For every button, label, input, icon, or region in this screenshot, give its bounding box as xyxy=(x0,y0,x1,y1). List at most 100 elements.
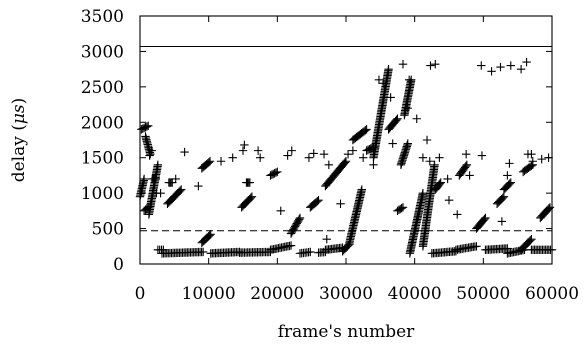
data-point xyxy=(496,62,505,72)
data-point xyxy=(374,75,384,84)
data-point xyxy=(295,213,305,223)
y-tick-label: 500 xyxy=(92,220,124,240)
data-point xyxy=(204,158,214,167)
data-point xyxy=(462,160,472,169)
data-point xyxy=(322,235,331,244)
data-point xyxy=(477,151,487,160)
data-point xyxy=(139,174,149,184)
data-point xyxy=(412,114,421,123)
data-point xyxy=(403,139,412,148)
data-point xyxy=(526,236,535,245)
data-point xyxy=(228,153,237,162)
x-tick-label: 20000 xyxy=(250,284,304,304)
data-point xyxy=(319,149,329,159)
data-point xyxy=(238,146,248,155)
data-point xyxy=(465,171,474,180)
data-point xyxy=(545,203,555,212)
y-tick-label: 3000 xyxy=(81,42,124,62)
data-point xyxy=(430,160,439,169)
data-point xyxy=(527,161,536,171)
y-tick-label: 2500 xyxy=(81,78,124,98)
data-point xyxy=(453,210,462,219)
data-point xyxy=(503,171,512,180)
data-point xyxy=(147,146,156,155)
data-point xyxy=(386,93,395,102)
data-point xyxy=(336,199,345,208)
data-point xyxy=(393,114,402,123)
y-axis-label: delay (μs) xyxy=(9,98,29,183)
data-point xyxy=(204,232,213,241)
data-point xyxy=(341,157,351,166)
data-point xyxy=(537,154,546,164)
data-point xyxy=(245,178,255,187)
data-point xyxy=(168,178,177,187)
data-point xyxy=(477,61,486,70)
data-point xyxy=(527,235,536,244)
data-point xyxy=(286,241,296,250)
data-point xyxy=(156,188,165,198)
data-point xyxy=(144,121,153,131)
data-point xyxy=(497,217,507,226)
data-point xyxy=(362,125,371,134)
data-point xyxy=(392,115,401,125)
x-tick-label: 60000 xyxy=(525,284,579,304)
y-tick-label: 2000 xyxy=(81,113,124,133)
data-point xyxy=(309,149,318,158)
x-tick-label: 30000 xyxy=(319,284,373,304)
data-point xyxy=(404,75,414,84)
data-point xyxy=(388,139,397,148)
y-tick-label: 1000 xyxy=(81,184,124,204)
data-point xyxy=(343,149,353,159)
y-tick-label: 0 xyxy=(113,255,124,275)
data-point xyxy=(480,214,489,224)
x-tick-label: 0 xyxy=(135,284,146,304)
data-point xyxy=(384,64,393,74)
data-point xyxy=(175,186,185,195)
data-point xyxy=(171,174,180,184)
plot-area xyxy=(135,45,557,258)
data-point xyxy=(461,149,471,159)
data-point xyxy=(180,147,189,157)
data-point xyxy=(398,203,408,212)
data-point xyxy=(340,158,350,167)
data-point xyxy=(153,160,163,169)
data-point xyxy=(273,167,282,177)
data-point xyxy=(216,157,226,166)
data-point xyxy=(361,126,370,135)
data-point xyxy=(522,57,531,67)
data-point xyxy=(145,151,154,160)
data-point xyxy=(255,153,265,162)
data-point xyxy=(398,59,408,69)
data-point xyxy=(435,179,445,188)
data-point xyxy=(397,204,406,213)
data-point xyxy=(206,230,215,239)
data-point xyxy=(151,174,160,184)
data-point xyxy=(506,178,515,187)
data-point xyxy=(306,247,315,257)
data-point xyxy=(177,185,186,194)
data-point xyxy=(194,181,203,191)
data-point xyxy=(304,153,314,162)
x-tick-label: 50000 xyxy=(456,284,510,304)
data-point xyxy=(499,192,509,201)
data-point xyxy=(444,196,454,205)
axes: 0 10000 20000 30000 40000 50000 60000 0 500 1000 1… xyxy=(9,7,579,342)
data-point xyxy=(443,174,452,184)
plot-frame xyxy=(139,15,553,265)
y-tick-label: 1500 xyxy=(81,149,124,169)
data-point xyxy=(198,247,208,257)
data-point xyxy=(142,122,152,131)
data-point xyxy=(246,193,255,203)
data-point xyxy=(505,159,514,168)
data-point xyxy=(313,197,322,206)
data-point xyxy=(379,79,388,88)
data-point xyxy=(403,103,412,113)
data-point xyxy=(348,146,358,155)
data-point xyxy=(271,168,281,177)
x-tick-label: 40000 xyxy=(388,284,442,304)
x-tick-label: 10000 xyxy=(182,284,236,304)
data-point xyxy=(283,151,292,160)
data-point xyxy=(146,149,155,159)
data-point xyxy=(425,157,434,166)
